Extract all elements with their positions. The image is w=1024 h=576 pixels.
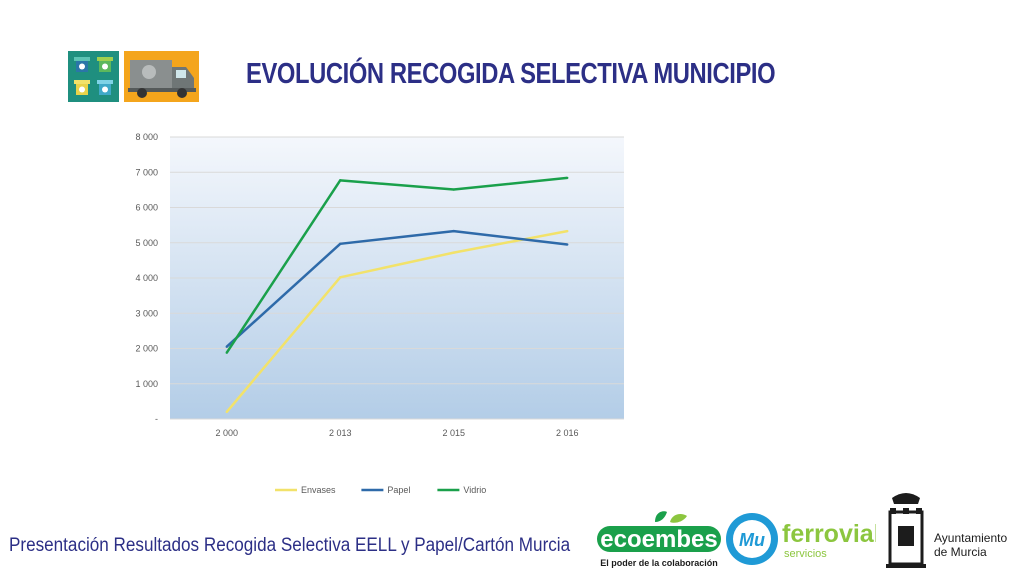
y-tick-label: 1 000: [135, 379, 158, 389]
ecoembes-name: ecoembes: [600, 526, 717, 553]
y-tick-label: -: [155, 414, 158, 424]
legend-label: Envases: [301, 485, 336, 495]
footer-caption: Presentación Resultados Recogida Selecti…: [9, 535, 571, 556]
data-point-vidrio: [566, 176, 569, 180]
data-point-papel: [339, 242, 342, 246]
ferrovial-sub: servicios: [784, 548, 827, 560]
recycling-bins-icon: [68, 51, 119, 102]
line-chart: - 1 000 2 000 3 000 4 000 5 000 6 000 7 000 8 00…: [135, 132, 624, 495]
ayto-line1: Ayuntamiento: [934, 531, 1007, 545]
data-point-envases: [339, 276, 342, 279]
ferrovial-badge: Mu: [739, 530, 765, 550]
x-tick-label: 2 000: [215, 428, 238, 438]
data-point-papel: [566, 243, 569, 246]
ayto-line2: de Murcia: [934, 545, 987, 559]
ferrovial-name: ferrovial: [782, 520, 876, 548]
y-tick-label: 2 000: [135, 344, 158, 354]
y-tick-label: 6 000: [135, 203, 158, 213]
ferrovial-logo: Mu ferrovial servicios: [724, 508, 881, 570]
series-line-vidrio: [225, 176, 568, 354]
x-tick-label: 2 015: [442, 428, 465, 438]
crown-icon: [892, 493, 920, 504]
series-line-papel: [225, 229, 568, 348]
data-point-papel: [452, 229, 455, 233]
ecoembes-tagline: El poder de la colaboración: [600, 558, 718, 568]
x-tick-label: 2 016: [556, 428, 579, 438]
legend-label: Vidrio: [463, 485, 486, 495]
legend-label: Papel: [387, 485, 410, 495]
series-line-envases: [225, 229, 568, 413]
garbage-truck-icon: [124, 51, 199, 102]
data-point-vidrio: [452, 188, 455, 191]
ayuntamiento-logo: Ayuntamiento de Murcia: [884, 490, 1020, 570]
y-tick-label: 5 000: [135, 238, 158, 248]
page-title: EVOLUCIÓN RECOGIDA SELECTIVA MUNICIPIO: [246, 58, 776, 90]
x-tick-label: 2 013: [329, 428, 352, 438]
data-point-envases: [225, 410, 228, 414]
data-point-papel: [225, 345, 228, 348]
y-tick-label: 8 000: [135, 132, 158, 142]
ecoembes-logo: ecoembes El poder de la colaboración: [595, 508, 723, 570]
data-point-envases: [452, 251, 455, 254]
y-tick-label: 7 000: [135, 167, 158, 177]
y-tick-label: 4 000: [135, 273, 158, 283]
y-tick-label: 3 000: [135, 308, 158, 318]
data-point-vidrio: [339, 179, 342, 182]
data-point-envases: [566, 229, 569, 233]
data-point-vidrio: [225, 351, 228, 354]
